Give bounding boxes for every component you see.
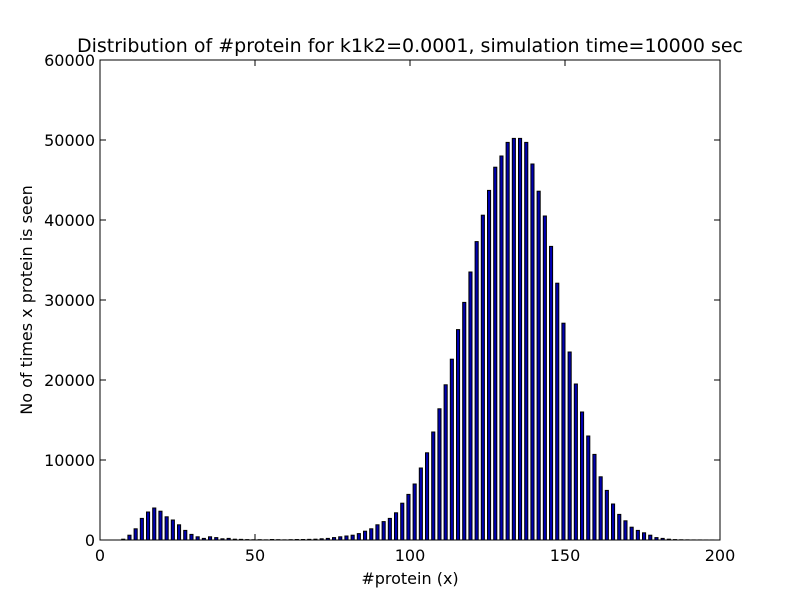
bar (487, 189, 492, 541)
y-axis-label: No of times x protein is seen (17, 185, 36, 414)
y-tick-label: 10000 (44, 451, 95, 470)
bar (394, 512, 399, 541)
bar (623, 520, 628, 541)
bar (344, 535, 349, 541)
x-tick-label: 50 (245, 546, 265, 565)
bar (536, 190, 541, 541)
bar (189, 533, 194, 541)
bar (542, 215, 547, 541)
bar (511, 137, 516, 541)
bar (480, 214, 485, 541)
bar (183, 529, 188, 541)
bar (499, 155, 504, 541)
bar (177, 524, 182, 541)
bar (152, 507, 157, 541)
bar (598, 476, 603, 541)
y-tick-label: 0 (85, 531, 95, 550)
x-tick-label: 100 (395, 546, 426, 565)
bar (356, 533, 361, 541)
bar (127, 534, 132, 541)
bar (561, 322, 566, 541)
bar (493, 166, 498, 541)
bar (139, 517, 144, 541)
bar (462, 301, 467, 541)
bar (604, 489, 609, 541)
bar (635, 529, 640, 541)
x-tick-label: 150 (550, 546, 581, 565)
bar (158, 510, 163, 541)
bar (518, 137, 523, 541)
y-tick-label: 30000 (44, 291, 95, 310)
bar (567, 351, 572, 541)
bar (456, 329, 461, 541)
x-axis-ticks: 0 50 100 150 200 (95, 60, 735, 565)
bar (369, 528, 374, 541)
bar (505, 141, 510, 541)
y-tick-label: 50000 (44, 131, 95, 150)
bar (617, 513, 622, 541)
bar (580, 411, 585, 541)
bar (437, 408, 442, 541)
x-axis-label: #protein (x) (361, 569, 458, 588)
x-tick-label: 0 (95, 546, 105, 565)
bar (146, 511, 151, 541)
y-tick-label: 20000 (44, 371, 95, 390)
bar (642, 532, 647, 541)
bar (443, 384, 448, 541)
bar (449, 358, 454, 541)
bar (530, 163, 535, 541)
chart-title: Distribution of #protein for k1k2=0.0001… (77, 35, 743, 57)
bar (592, 453, 597, 541)
y-tick-label: 60000 (44, 51, 95, 70)
bar (387, 517, 392, 541)
bar (133, 528, 138, 541)
bar (573, 383, 578, 541)
x-tick-label: 200 (705, 546, 736, 565)
bar (629, 526, 634, 541)
bar (363, 530, 368, 541)
bar (425, 452, 430, 541)
bar (555, 282, 560, 541)
bar (549, 245, 554, 541)
bar (350, 534, 355, 541)
bar (164, 516, 169, 541)
bar (406, 493, 411, 541)
bar (474, 241, 479, 541)
bar (586, 435, 591, 541)
bar (648, 534, 653, 541)
bar (418, 467, 423, 541)
bar (412, 483, 417, 541)
bar (170, 519, 175, 541)
bar (468, 271, 473, 541)
bar (375, 524, 380, 541)
bar (381, 521, 386, 541)
y-tick-label: 40000 (44, 211, 95, 230)
y-axis-ticks: 0 10000 20000 30000 40000 50000 60000 (44, 51, 720, 550)
bar (524, 141, 529, 541)
bar (400, 502, 405, 541)
bar (431, 431, 436, 541)
bar (611, 503, 616, 541)
